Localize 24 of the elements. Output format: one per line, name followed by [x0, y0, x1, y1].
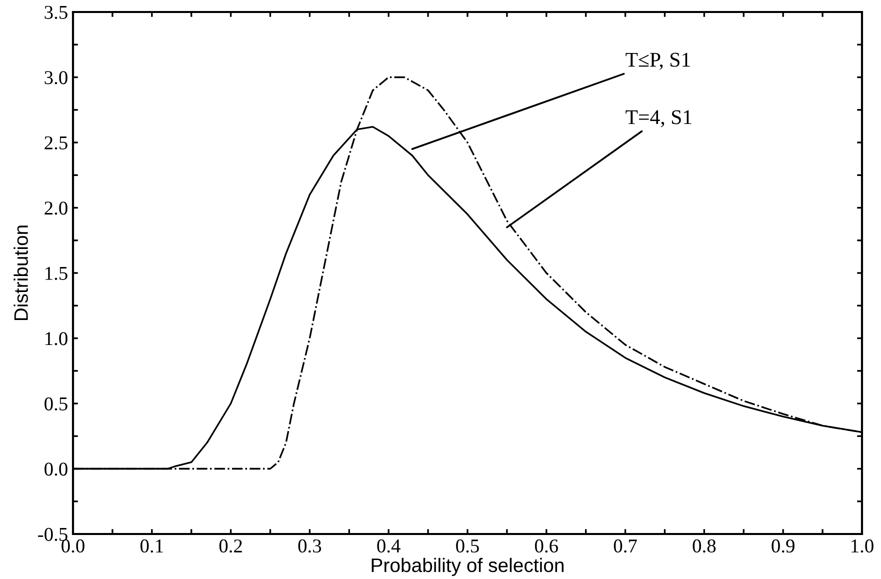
y-tick-label: -0.5: [38, 528, 68, 542]
y-tick-label: 1.5: [46, 266, 68, 280]
y-tick-label: 2.0: [44, 202, 68, 215]
x-tick-label: 0.1: [140, 539, 163, 553]
x-tick-label: 0.8: [692, 539, 716, 553]
x-tick-label: 0.3: [298, 539, 322, 553]
y-tick-label: 0.0: [44, 462, 68, 476]
annotation: T=4, S1: [626, 110, 692, 128]
x-axis-title: Probability of selection: [372, 558, 564, 576]
y-tick-label: 3.5: [44, 6, 68, 20]
y-tick-label: 3.0: [44, 71, 68, 84]
y-tick-label: 1.0: [46, 332, 68, 346]
x-tick-label: 0.6: [534, 539, 558, 553]
y-axis-title: Distribution: [14, 226, 28, 320]
x-tick-label: 0.5: [456, 539, 479, 553]
x-tick-label: 0.0: [62, 539, 84, 553]
x-tick-label: 1.0: [852, 539, 874, 553]
y-tick-label: 0.5: [44, 397, 68, 411]
y-tick-label: 2.5: [44, 136, 68, 150]
x-tick-label: 0.9: [772, 539, 794, 553]
x-tick-label: 0.4: [377, 539, 400, 553]
annotation: T≤P, S1: [626, 52, 690, 70]
x-tick-label: 0.2: [219, 539, 242, 553]
x-tick-label: 0.7: [614, 539, 637, 553]
